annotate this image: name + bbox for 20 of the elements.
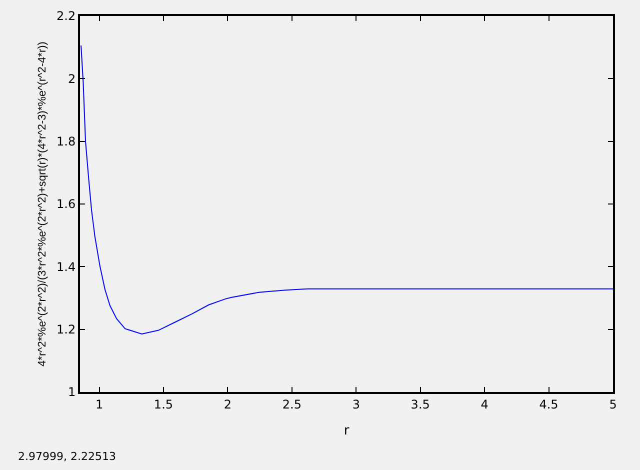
- y-tick-label: 2: [68, 72, 76, 86]
- y-tick-label: 1.2: [56, 322, 76, 337]
- y-axis-title: 4*r^2*%e^(2*r^2)/(3*r^2*%e^(2*r^2)+sqrt(r)*(4*r^2-3)*%e^(r^2-4*r)): [36, 42, 49, 366]
- x-tick-label: 1: [95, 397, 104, 412]
- x-tick-label: 4.5: [539, 397, 558, 412]
- x-tick-label: 2: [224, 397, 232, 412]
- y-tick-label: 2.2: [56, 9, 76, 24]
- y-tick-label: 1.6: [56, 197, 76, 212]
- x-tick-label: 1.5: [154, 397, 174, 412]
- y-tick-label: 1.4: [56, 260, 76, 274]
- line-series: [80, 44, 613, 335]
- x-tick-label: 2.5: [282, 397, 302, 412]
- text: 2.97999, 2.22513: [18, 450, 116, 463]
- x-axis-title: r: [344, 424, 350, 438]
- x-tick-label: 5: [609, 397, 617, 412]
- y-tick-label: 1.8: [56, 134, 76, 149]
- x-tick-label: 4: [480, 397, 488, 412]
- x-tick-label: 3: [352, 397, 360, 412]
- x-tick-label: 3.5: [410, 397, 430, 412]
- y-tick-label: 1: [68, 385, 76, 400]
